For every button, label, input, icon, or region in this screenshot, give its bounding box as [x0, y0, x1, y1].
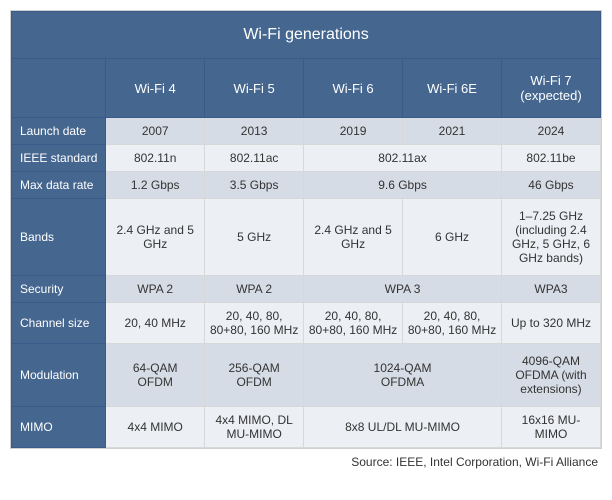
table-cell: 20, 40 MHz — [106, 303, 205, 344]
table-cell: 2013 — [205, 118, 304, 145]
row-header: IEEE standard — [12, 145, 106, 172]
table-cell: WPA 2 — [205, 276, 304, 303]
row-header: Channel size — [12, 303, 106, 344]
table-cell: Up to 320 MHz — [501, 303, 600, 344]
row-header: Bands — [12, 199, 106, 276]
table-row: SecurityWPA 2WPA 2WPA 3WPA3 — [12, 276, 601, 303]
table-row: Bands2.4 GHz and 5 GHz5 GHz2.4 GHz and 5… — [12, 199, 601, 276]
table-body: Launch date20072013201920212024IEEE stan… — [12, 118, 601, 448]
column-header-row: Wi-Fi 4 Wi-Fi 5 Wi-Fi 6 Wi-Fi 6E Wi-Fi 7… — [12, 59, 601, 118]
row-header: Launch date — [12, 118, 106, 145]
row-header: Security — [12, 276, 106, 303]
row-header: MIMO — [12, 407, 106, 448]
table-cell: 2024 — [501, 118, 600, 145]
table-cell: 8x8 UL/DL MU-MIMO — [304, 407, 502, 448]
table: Wi-Fi generations Wi-Fi 4 Wi-Fi 5 Wi-Fi … — [11, 11, 601, 448]
table-row: Launch date20072013201920212024 — [12, 118, 601, 145]
table-cell: 802.11ac — [205, 145, 304, 172]
table-cell: 802.11ax — [304, 145, 502, 172]
column-header: Wi-Fi 6 — [304, 59, 403, 118]
corner-cell — [12, 59, 106, 118]
table-cell: 1.2 Gbps — [106, 172, 205, 199]
table-row: MIMO4x4 MIMO4x4 MIMO, DL MU-MIMO8x8 UL/D… — [12, 407, 601, 448]
row-header: Max data rate — [12, 172, 106, 199]
table-cell: 802.11n — [106, 145, 205, 172]
column-header: Wi-Fi 4 — [106, 59, 205, 118]
table-cell: 2.4 GHz and 5 GHz — [304, 199, 403, 276]
title-row: Wi-Fi generations — [12, 12, 601, 59]
table-row: IEEE standard802.11n802.11ac802.11ax802.… — [12, 145, 601, 172]
table-cell: 5 GHz — [205, 199, 304, 276]
table-cell: 16x16 MU-MIMO — [501, 407, 600, 448]
table-cell: 4x4 MIMO, DL MU-MIMO — [205, 407, 304, 448]
table-cell: 9.6 Gbps — [304, 172, 502, 199]
table-row: Max data rate1.2 Gbps3.5 Gbps9.6 Gbps46 … — [12, 172, 601, 199]
wifi-generations-table: Wi-Fi generations Wi-Fi 4 Wi-Fi 5 Wi-Fi … — [10, 10, 602, 449]
column-header: Wi-Fi 7 (expected) — [501, 59, 600, 118]
table-cell: 46 Gbps — [501, 172, 600, 199]
table-cell: 802.11be — [501, 145, 600, 172]
table-cell: 2007 — [106, 118, 205, 145]
table-cell: WPA 2 — [106, 276, 205, 303]
table-cell: 2019 — [304, 118, 403, 145]
table-cell: 256-QAMOFDM — [205, 344, 304, 407]
column-header: Wi-Fi 6E — [403, 59, 502, 118]
table-row: Channel size20, 40 MHz20, 40, 80, 80+80,… — [12, 303, 601, 344]
table-cell: WPA3 — [501, 276, 600, 303]
table-cell: 20, 40, 80, 80+80, 160 MHz — [205, 303, 304, 344]
table-cell: WPA 3 — [304, 276, 502, 303]
table-cell: 2.4 GHz and 5 GHz — [106, 199, 205, 276]
source-text: Source: IEEE, Intel Corporation, Wi-Fi A… — [10, 455, 602, 469]
table-title: Wi-Fi generations — [12, 12, 601, 59]
table-cell: 6 GHz — [403, 199, 502, 276]
table-cell: 3.5 Gbps — [205, 172, 304, 199]
table-cell: 4x4 MIMO — [106, 407, 205, 448]
table-cell: 64-QAMOFDM — [106, 344, 205, 407]
table-row: Modulation64-QAMOFDM256-QAMOFDM1024-QAMO… — [12, 344, 601, 407]
table-cell: 2021 — [403, 118, 502, 145]
table-cell: 20, 40, 80, 80+80, 160 MHz — [304, 303, 403, 344]
table-cell: 20, 40, 80, 80+80, 160 MHz — [403, 303, 502, 344]
row-header: Modulation — [12, 344, 106, 407]
table-cell: 1024-QAMOFDMA — [304, 344, 502, 407]
column-header: Wi-Fi 5 — [205, 59, 304, 118]
table-cell: 1–7.25 GHz (including 2.4 GHz, 5 GHz, 6 … — [501, 199, 600, 276]
table-cell: 4096-QAMOFDMA (with extensions) — [501, 344, 600, 407]
